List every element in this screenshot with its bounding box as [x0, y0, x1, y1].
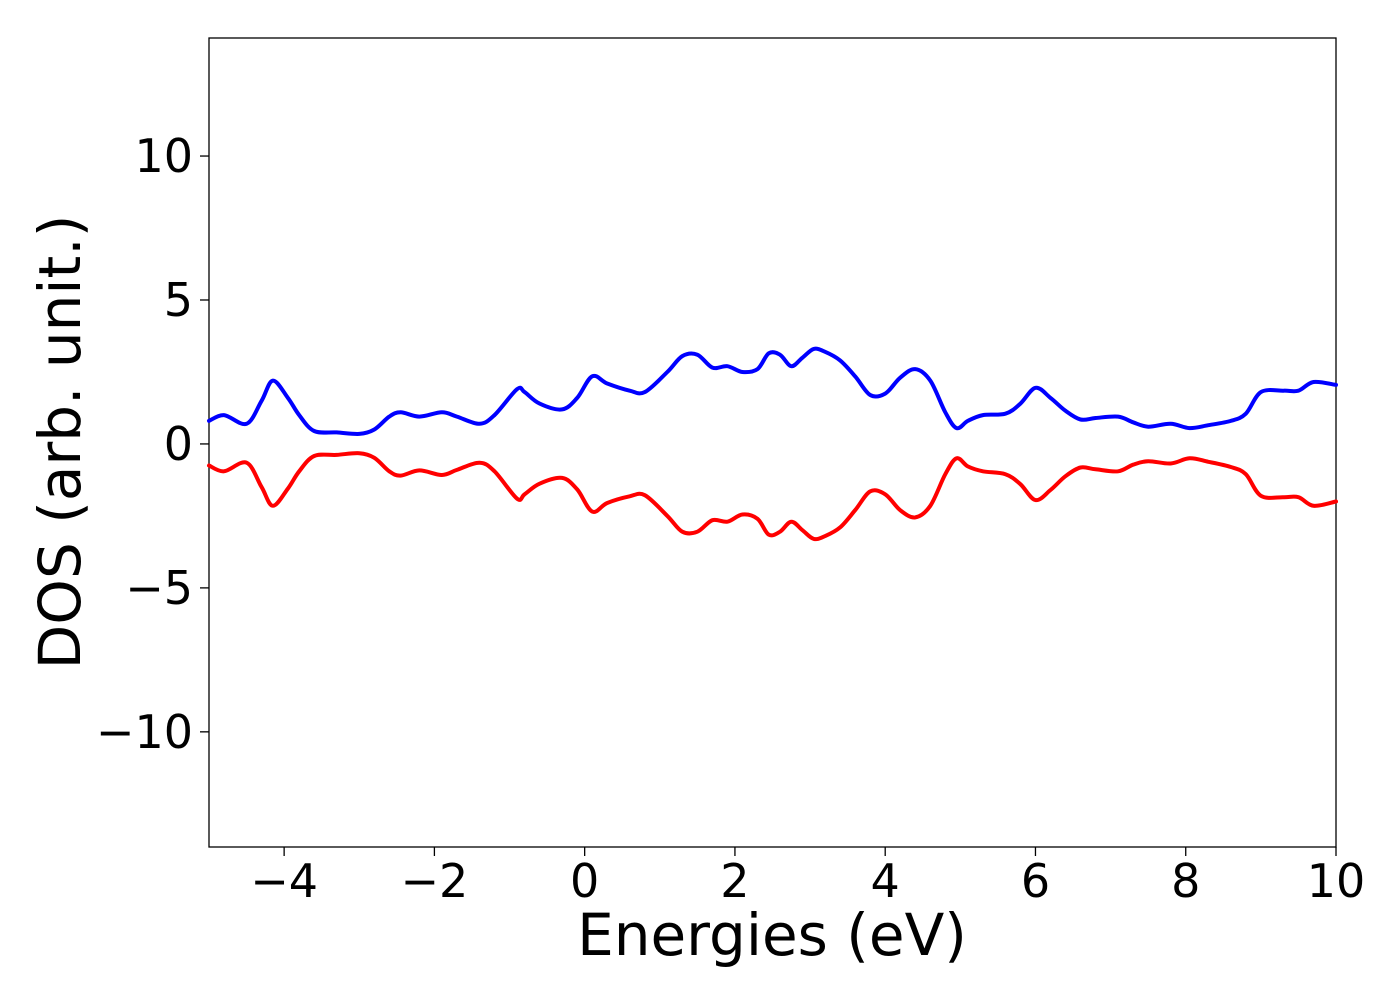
x-tick-label: 6	[1021, 854, 1050, 908]
y-tick-label: 10	[134, 129, 193, 183]
series-line-1	[207, 451, 1338, 542]
series-layer	[207, 346, 1338, 542]
x-tick-label: 10	[1307, 854, 1366, 908]
plot-frame	[208, 37, 1337, 848]
y-axis-ticks: −10 −5 0 5 10	[96, 129, 209, 759]
x-axis-label: Energies (eV)	[577, 901, 967, 969]
y-tick-label: −5	[125, 561, 193, 615]
x-tick-label: 4	[871, 854, 900, 908]
x-axis-ticks: −4 −2 0 2 4 6 8 10	[250, 847, 1365, 908]
x-tick-label: 2	[720, 854, 749, 908]
x-tick-label: 0	[570, 854, 599, 908]
y-axis-label: DOS (arb. unit.)	[26, 215, 94, 670]
y-tick-label: 0	[164, 417, 193, 471]
x-tick-label: −4	[250, 854, 318, 908]
x-tick-label: 8	[1171, 854, 1200, 908]
y-tick-label: −10	[96, 705, 193, 759]
x-tick-label: −2	[400, 854, 468, 908]
y-tick-label: 5	[164, 273, 193, 327]
plot-area	[207, 37, 1338, 848]
series-line-0	[207, 346, 1338, 436]
